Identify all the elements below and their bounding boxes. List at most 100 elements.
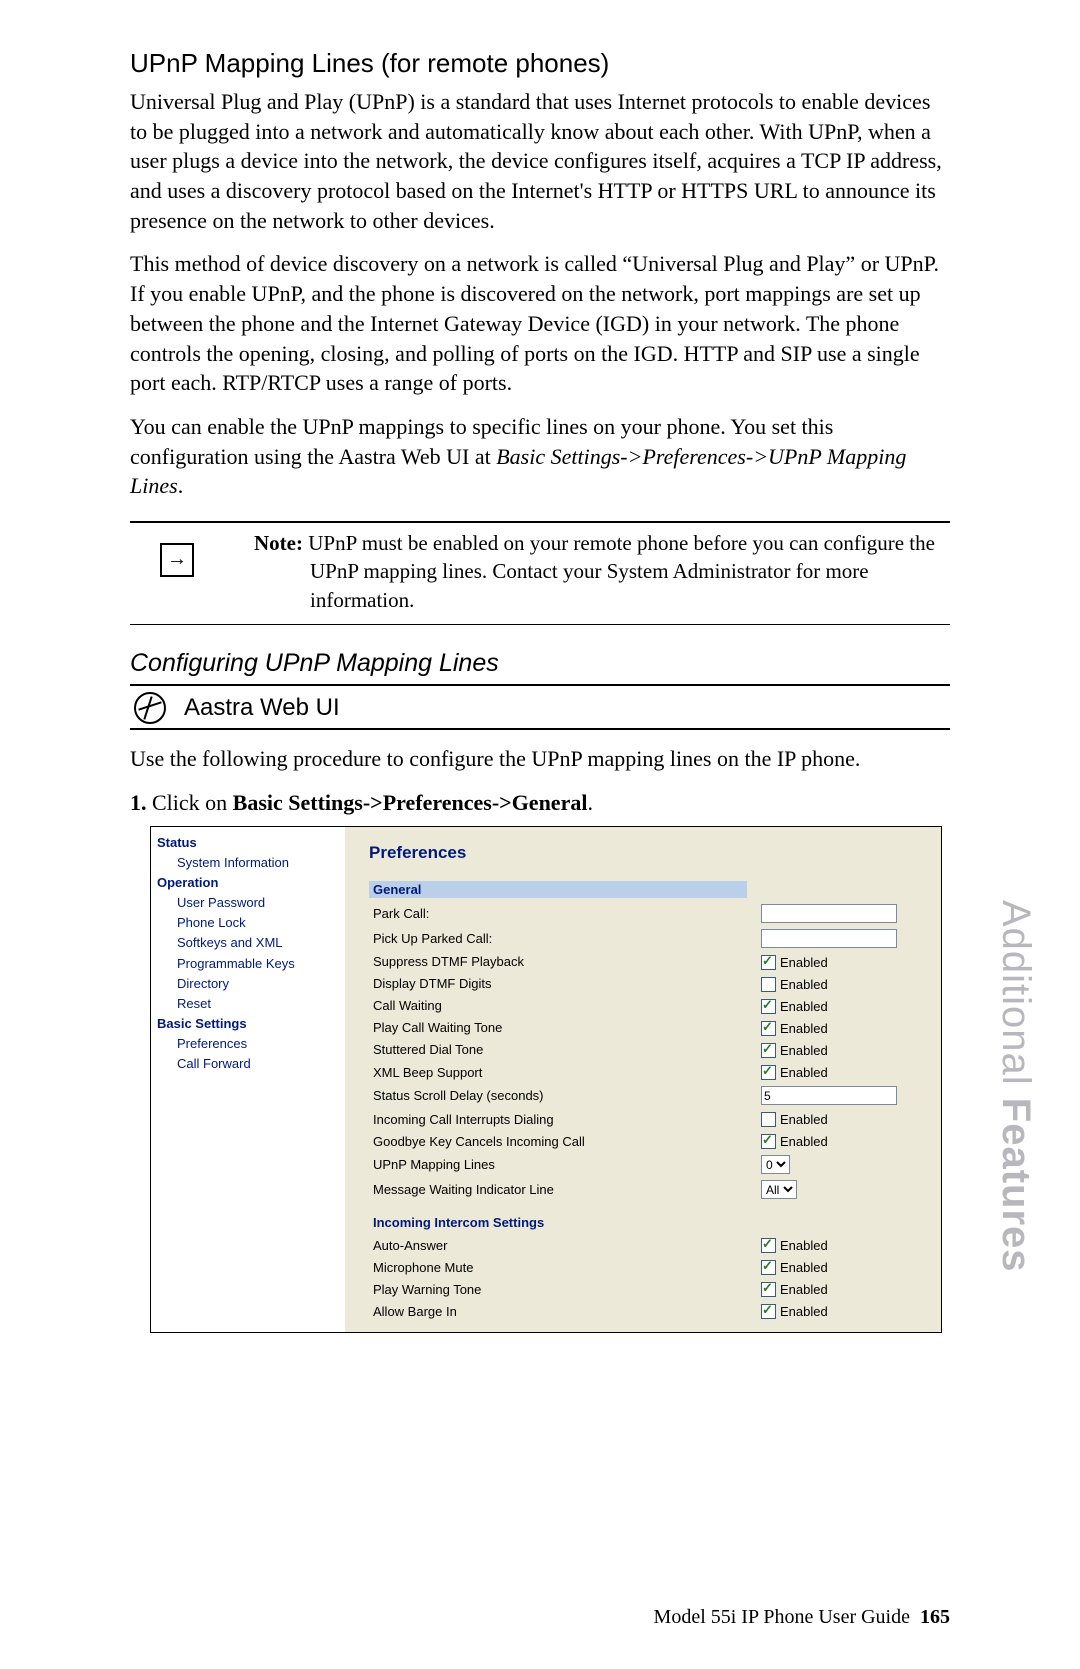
pref-control-cell: Enabled xyxy=(757,1017,923,1039)
pref-control-cell xyxy=(757,1083,923,1108)
pref-row: Message Waiting Indicator LineAll xyxy=(369,1177,923,1202)
pref-label: Auto-Answer xyxy=(369,1234,757,1256)
pref-row: Pick Up Parked Call: xyxy=(369,926,923,951)
arrow-icon: → xyxy=(160,543,194,577)
pref-row: Stuttered Dial ToneEnabled xyxy=(369,1039,923,1061)
enabled-label: Enabled xyxy=(780,999,828,1014)
pref-label: Goodbye Key Cancels Incoming Call xyxy=(369,1130,757,1152)
nav-sidebar: StatusSystem InformationOperationUser Pa… xyxy=(151,827,345,1333)
pref-control-cell: Enabled xyxy=(757,1039,923,1061)
checkbox[interactable] xyxy=(761,955,776,970)
enabled-label: Enabled xyxy=(780,1134,828,1149)
pref-label: Microphone Mute xyxy=(369,1256,757,1278)
pref-control-cell: Enabled xyxy=(757,973,923,995)
enabled-label: Enabled xyxy=(780,977,828,992)
rule-after-webui xyxy=(130,728,950,730)
paragraph-1: Universal Plug and Play (UPnP) is a stan… xyxy=(130,87,950,235)
checkbox[interactable] xyxy=(761,999,776,1014)
step-text-a: Click on xyxy=(152,790,233,815)
pref-label: Play Warning Tone xyxy=(369,1278,757,1300)
pref-label: Stuttered Dial Tone xyxy=(369,1039,757,1061)
enabled-label: Enabled xyxy=(780,1304,828,1319)
pref-row: Display DTMF Digits Enabled xyxy=(369,973,923,995)
pref-label: Call Waiting xyxy=(369,995,757,1017)
checkbox[interactable] xyxy=(761,1112,776,1127)
section-general: General xyxy=(369,881,747,898)
nav-group-basic-settings: Basic Settings xyxy=(157,1014,341,1034)
nav-item-user-password[interactable]: User Password xyxy=(157,893,341,913)
pref-row: Suppress DTMF Playback Enabled xyxy=(369,951,923,973)
nav-item-call-forward[interactable]: Call Forward xyxy=(157,1054,341,1074)
intercom-settings-table: Auto-AnswerEnabledMicrophone MuteEnabled… xyxy=(369,1234,923,1322)
checkbox[interactable] xyxy=(761,1134,776,1149)
text-input[interactable] xyxy=(761,1086,897,1105)
section-heading: UPnP Mapping Lines (for remote phones) xyxy=(130,48,950,79)
nav-item-preferences[interactable]: Preferences xyxy=(157,1034,341,1054)
aastra-web-ui-row: Aastra Web UI xyxy=(130,692,950,724)
pref-label: Allow Barge In xyxy=(369,1300,757,1322)
step-text-c: . xyxy=(587,790,593,815)
nav-item-system-information[interactable]: System Information xyxy=(157,853,341,873)
general-settings-table: Park Call:Pick Up Parked Call:Suppress D… xyxy=(369,901,923,1203)
checkbox[interactable] xyxy=(761,1304,776,1319)
pref-control-cell: Enabled xyxy=(757,1130,923,1152)
pref-row: Auto-AnswerEnabled xyxy=(369,1234,923,1256)
page-footer: Model 55i IP Phone User Guide 165 xyxy=(654,1606,950,1629)
enabled-label: Enabled xyxy=(780,955,828,970)
pref-row: Microphone Mute Enabled xyxy=(369,1256,923,1278)
checkbox[interactable] xyxy=(761,1065,776,1080)
pref-control-cell: Enabled xyxy=(757,1278,923,1300)
text-input[interactable] xyxy=(761,929,897,948)
pref-row: Park Call: xyxy=(369,901,923,926)
pref-label: Incoming Call Interrupts Dialing xyxy=(369,1108,757,1130)
checkbox[interactable] xyxy=(761,1021,776,1036)
enabled-label: Enabled xyxy=(780,1260,828,1275)
pref-label: Suppress DTMF Playback xyxy=(369,951,757,973)
pref-control-cell: Enabled xyxy=(757,995,923,1017)
procedure-intro: Use the following procedure to configure… xyxy=(130,744,950,774)
aastra-web-ui-label: Aastra Web UI xyxy=(184,694,340,722)
section-intercom: Incoming Intercom Settings xyxy=(369,1214,747,1231)
side-tab: Additional Features xyxy=(993,900,1038,1273)
pref-label: UPnP Mapping Lines xyxy=(369,1152,757,1177)
pref-label: XML Beep Support xyxy=(369,1061,757,1083)
nav-group-status: Status xyxy=(157,833,341,853)
paragraph-3: You can enable the UPnP mappings to spec… xyxy=(130,412,950,501)
checkbox[interactable] xyxy=(761,1043,776,1058)
text-input[interactable] xyxy=(761,904,897,923)
enabled-label: Enabled xyxy=(780,1065,828,1080)
checkbox[interactable] xyxy=(761,977,776,992)
pref-label: Status Scroll Delay (seconds) xyxy=(369,1083,757,1108)
footer-page: 165 xyxy=(920,1606,950,1628)
checkbox[interactable] xyxy=(761,1238,776,1253)
rule-after-note xyxy=(130,624,950,625)
nav-item-directory[interactable]: Directory xyxy=(157,974,341,994)
pref-control-cell: All xyxy=(757,1177,923,1202)
select-input[interactable]: All xyxy=(761,1180,797,1199)
nav-item-phone-lock[interactable]: Phone Lock xyxy=(157,913,341,933)
preferences-title: Preferences xyxy=(369,843,923,863)
checkbox[interactable] xyxy=(761,1260,776,1275)
checkbox[interactable] xyxy=(761,1282,776,1297)
pref-row: Goodbye Key Cancels Incoming Call Enabled xyxy=(369,1130,923,1152)
nav-item-programmable-keys[interactable]: Programmable Keys xyxy=(157,954,341,974)
enabled-label: Enabled xyxy=(780,1021,828,1036)
nav-item-reset[interactable]: Reset xyxy=(157,994,341,1014)
rule-before-note xyxy=(130,521,950,523)
pref-control-cell: 0 xyxy=(757,1152,923,1177)
enabled-label: Enabled xyxy=(780,1112,828,1127)
select-input[interactable]: 0 xyxy=(761,1155,790,1174)
pref-row: Allow Barge In Enabled xyxy=(369,1300,923,1322)
pref-control-cell: Enabled xyxy=(757,1300,923,1322)
subsection-heading: Configuring UPnP Mapping Lines xyxy=(130,649,950,678)
pref-control-cell xyxy=(757,901,923,926)
note-label: Note: xyxy=(254,531,308,555)
pref-row: XML Beep Support Enabled xyxy=(369,1061,923,1083)
note-body: UPnP must be enabled on your remote phon… xyxy=(308,531,935,612)
preferences-screenshot: StatusSystem InformationOperationUser Pa… xyxy=(150,826,942,1334)
nav-item-softkeys-and-xml[interactable]: Softkeys and XML xyxy=(157,933,341,953)
pref-control-cell xyxy=(757,926,923,951)
rule-before-webui xyxy=(130,684,950,686)
pref-label: Display DTMF Digits xyxy=(369,973,757,995)
note-block: → Note: UPnP must be enabled on your rem… xyxy=(130,529,950,614)
